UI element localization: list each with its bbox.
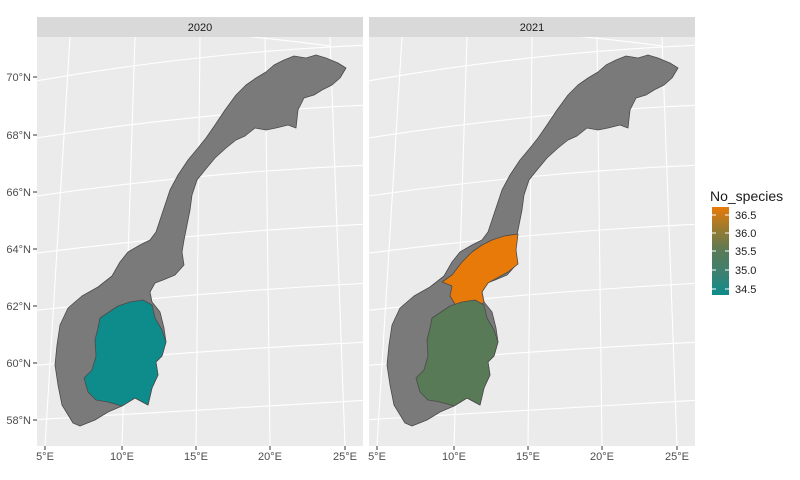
y-tick-label: 64°N [6, 244, 31, 256]
x-tick-label: 15°E [184, 451, 208, 463]
x-tick-label: 10°E [110, 451, 134, 463]
legend-title: No_species [710, 188, 783, 204]
color-legend: No_species 36.5 36.0 [710, 188, 783, 296]
x-tick-label: 20°E [590, 451, 614, 463]
y-tick-label: 66°N [6, 187, 31, 199]
y-tick-label: 70°N [6, 72, 31, 84]
graticule-lon-5 [44, 37, 71, 446]
legend-label: 36.0 [735, 228, 756, 240]
facet-panel-2021: 2021 [368, 17, 695, 463]
y-tick-label: 62°N [6, 301, 31, 313]
trondelag-region [441, 233, 519, 309]
legend-label: 34.5 [735, 284, 756, 296]
x-tick-label: 5°E [368, 451, 386, 463]
graticule-lon-25 [661, 37, 678, 446]
graticule-lon-15 [527, 37, 533, 446]
facet-strip-2020 [37, 17, 363, 37]
graticule-lat-68 [37, 104, 363, 139]
x-tick-label: 20°E [258, 451, 282, 463]
facet-strip-2021 [369, 17, 695, 37]
graticule-lat-72 [247, 37, 331, 47]
norway-map-2020 [54, 54, 347, 427]
legend-label: 35.0 [735, 265, 756, 277]
facet-panel-2020: 2020 [6, 17, 363, 463]
x-tick-label: 15°E [516, 451, 540, 463]
y-axis-2020: 58°N 60°N 62°N 64°N 66°N 68°N 70°N [6, 72, 37, 427]
legend-label: 36.5 [735, 210, 756, 222]
x-tick-label: 10°E [442, 451, 466, 463]
facet-label-2020: 2020 [188, 22, 212, 34]
graticule-lat-68 [369, 104, 695, 139]
x-tick-label: 25°E [333, 451, 357, 463]
norway-map-2021 [386, 54, 679, 427]
facet-label-2021: 2021 [520, 22, 544, 34]
x-axis-2020: 5°E 10°E 15°E 20°E 25°E [36, 446, 357, 463]
x-axis-2021: 5°E 10°E 15°E 20°E 25°E [368, 446, 689, 463]
graticule-lat-72 [579, 37, 663, 47]
y-tick-label: 60°N [6, 358, 31, 370]
legend-label: 35.5 [735, 246, 756, 258]
graticule-lon-25 [329, 37, 346, 446]
x-tick-label: 5°E [36, 451, 54, 463]
x-tick-label: 25°E [665, 451, 689, 463]
south-east-region [83, 299, 167, 407]
graticule-lon-5 [376, 37, 403, 446]
legend-colorbar [712, 207, 729, 295]
y-tick-label: 68°N [6, 130, 31, 142]
graticule-lon-15 [195, 37, 201, 446]
graticule-lat-64 [37, 223, 363, 254]
y-tick-label: 58°N [6, 415, 31, 427]
south-east-region [415, 299, 499, 407]
graticule-lat-64 [369, 223, 695, 254]
